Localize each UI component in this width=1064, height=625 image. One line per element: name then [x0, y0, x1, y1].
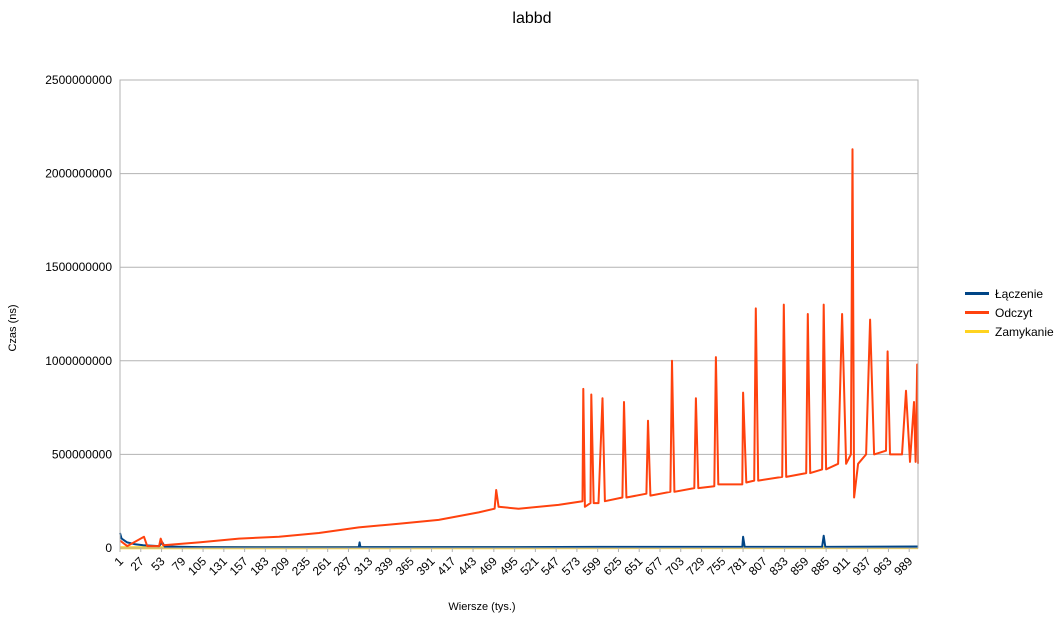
x-tick-label: 261	[310, 554, 334, 578]
legend-label: Odczyt	[995, 305, 1033, 320]
x-tick-label: 1	[111, 554, 126, 569]
x-tick-label: 573	[559, 554, 583, 578]
x-tick-label: 469	[476, 554, 500, 578]
x-tick-label: 27	[128, 554, 148, 574]
x-tick-label: 443	[455, 554, 479, 578]
y-tick-label: 2500000000	[45, 73, 112, 87]
x-tick-label: 417	[434, 554, 458, 578]
x-tick-label: 937	[850, 554, 874, 578]
legend-swatch	[965, 330, 989, 333]
x-tick-label: 53	[148, 554, 168, 574]
axes	[119, 79, 919, 552]
y-axis-label: Czas (ns)	[7, 304, 19, 351]
x-tick-label: 859	[787, 554, 811, 578]
grid-lines	[120, 79, 918, 549]
series-line-laczenie	[119, 532, 919, 549]
x-tick-label: 521	[517, 554, 541, 578]
x-tick-label: 781	[725, 554, 749, 578]
x-tick-label: 391	[414, 554, 438, 578]
x-tick-label: 209	[268, 554, 292, 578]
x-tick-label: 833	[767, 554, 791, 578]
x-tick-label: 547	[538, 554, 562, 578]
x-tick-label: 599	[580, 554, 604, 578]
y-tick-label: 1000000000	[45, 354, 112, 368]
y-tick-label: 2000000000	[45, 167, 112, 181]
x-tick-label: 79	[169, 554, 189, 574]
x-tick-label: 729	[684, 554, 708, 578]
series-lines	[119, 148, 919, 550]
legend-item-zamykanie: Zamykanie	[965, 322, 1054, 341]
x-tick-label: 365	[393, 554, 417, 578]
legend-item-odczyt: Odczyt	[965, 303, 1054, 322]
legend-item-laczenie: Łączenie	[965, 284, 1054, 303]
x-tick-label: 651	[621, 554, 645, 578]
x-axis-label: Wiersze (tys.)	[448, 601, 515, 613]
legend-swatch	[965, 292, 989, 295]
legend-label: Zamykanie	[995, 324, 1054, 339]
x-tick-label: 105	[185, 554, 209, 578]
x-tick-label: 183	[247, 554, 271, 578]
y-tick-label: 0	[105, 541, 112, 555]
x-tick-label: 313	[351, 554, 375, 578]
y-tick-label: 1500000000	[45, 260, 112, 274]
x-tick-label: 287	[331, 554, 355, 578]
x-tick-label: 625	[601, 554, 625, 578]
x-tick-label: 755	[704, 554, 728, 578]
chart-title: labbd	[512, 10, 552, 27]
x-tick-label: 989	[891, 554, 915, 578]
x-tick-label: 807	[746, 554, 770, 578]
x-tick-label: 131	[206, 554, 230, 578]
x-tick-label: 495	[497, 554, 521, 578]
legend-label: Łączenie	[995, 286, 1044, 301]
x-tick-label: 911	[830, 554, 854, 578]
x-tick-label: 963	[871, 554, 895, 578]
x-tick-label: 339	[372, 554, 396, 578]
x-tick-label: 235	[289, 554, 313, 578]
legend-swatch	[965, 311, 989, 314]
series-line-odczyt	[119, 148, 919, 548]
plot-border	[119, 79, 919, 549]
x-tick-label: 157	[227, 554, 251, 578]
x-tick-label: 885	[808, 554, 832, 578]
legend: Łączenie Odczyt Zamykanie	[965, 284, 1054, 341]
x-tick-label: 677	[642, 554, 666, 578]
x-tick-label: 703	[663, 554, 687, 578]
y-tick-label: 500000000	[52, 447, 112, 461]
